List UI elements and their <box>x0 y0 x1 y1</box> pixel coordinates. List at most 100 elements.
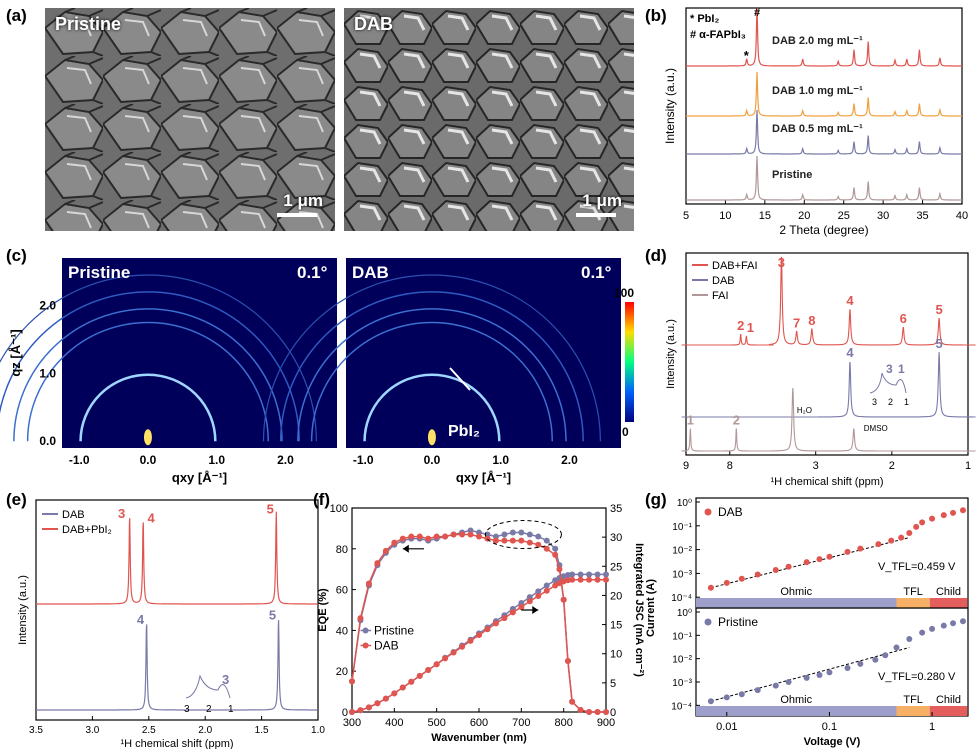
diffraction-ring <box>13 308 283 442</box>
eqe-point <box>543 537 550 544</box>
region-label: Child <box>936 586 961 598</box>
h2o-annotation: H₂O <box>797 406 812 415</box>
jsc-point <box>594 576 601 583</box>
legend-marker <box>704 618 712 626</box>
jsc-point <box>603 571 609 578</box>
eqe-point <box>577 706 584 713</box>
region-label: TFL <box>903 694 923 706</box>
jsc-point <box>501 615 508 622</box>
peak-label: 8 <box>808 313 815 328</box>
jsc-arrowhead <box>532 606 539 614</box>
map-background <box>62 258 337 448</box>
x-axis-label: ¹H chemical shift (ppm) <box>120 738 233 749</box>
legend-label: DAB <box>62 509 85 521</box>
series-label: DAB 1.0 mg mL⁻¹ <box>772 85 863 97</box>
y-tick-label: 0.0 <box>39 434 56 448</box>
peak-label: 5 <box>269 608 276 623</box>
eqe-point <box>560 596 567 603</box>
eqe-point <box>518 529 525 536</box>
scale-label-pristine: 1 μm <box>283 191 323 210</box>
eqe-point <box>586 709 593 715</box>
jsc-point <box>357 707 364 714</box>
y-axis-label: Current (A) <box>645 579 657 637</box>
x-tick-label: 600 <box>470 717 488 729</box>
region-band <box>696 706 897 716</box>
diffraction-ring <box>297 308 567 442</box>
eqe-point <box>374 560 381 567</box>
x-tick-label: 9 <box>683 460 689 472</box>
x-tick-label: 2.0 <box>561 453 578 467</box>
giwaxs-map-pristine: Pristine 0.1° -1.0 0.0 1.0 2.0 qxy [Å⁻¹] 0.0 1.0… <box>0 258 337 485</box>
y-axis-label: Intensity (a.u.) <box>665 319 677 389</box>
peak-label: 5 <box>267 502 274 517</box>
jsc-point <box>382 695 389 702</box>
legend-label: FAI <box>712 290 729 302</box>
iv-point <box>707 698 714 705</box>
y-tick-label: 10⁰ <box>677 608 692 619</box>
iv-point <box>772 682 779 689</box>
eqe-point <box>509 537 516 544</box>
peak-label: 2 <box>733 413 740 428</box>
iv-point <box>888 537 895 544</box>
nmr-line <box>681 387 976 452</box>
x-tick-label: 25 <box>838 210 850 222</box>
legend-label: Pristine <box>374 623 414 637</box>
jsc-point <box>569 576 576 583</box>
x-tick-label: 1.5 <box>255 725 269 736</box>
iv-chart: Ohmic TFL Child 10⁰ 10⁻¹ 10⁻² 10⁻³ 10⁻⁴ DAB V_TFL… <box>645 497 969 748</box>
eqe-point <box>564 658 571 664</box>
eqe-point <box>391 539 398 546</box>
eqe-point <box>365 580 372 587</box>
sem-texture-pristine <box>45 8 335 231</box>
iv-point <box>816 671 823 678</box>
eqe-point <box>535 533 542 540</box>
diffraction-ring <box>310 322 553 442</box>
y2-tick-label: 5 <box>610 678 616 690</box>
x-tick-label: 8 <box>727 460 733 472</box>
panel-f-label: (f) <box>313 490 330 509</box>
x-axis-label: Wavenumber (nm) <box>431 732 527 744</box>
inset-tick-label: 3 <box>872 397 877 407</box>
peak-label: 4 <box>148 510 156 525</box>
x-tick-label: 5 <box>683 210 689 222</box>
panel-a-label: (a) <box>6 6 27 25</box>
x-axis-label: ¹H chemical shift (ppm) <box>770 476 883 488</box>
panel-e-label: (e) <box>6 490 27 509</box>
eqe-point <box>492 537 499 544</box>
y-tick-label: 10⁻¹ <box>672 522 692 533</box>
eqe-point <box>442 533 449 540</box>
iv-point <box>754 571 761 578</box>
x-axis-label: 2 Theta (degree) <box>779 223 868 237</box>
nmr-line <box>36 511 318 605</box>
iv-point <box>882 652 889 659</box>
legend-pbi2: * PbI₂ <box>690 13 719 25</box>
jsc-point <box>577 571 584 578</box>
peak-label: 4 <box>846 345 854 360</box>
eqe-point <box>552 545 559 552</box>
sem-title-pristine: Pristine <box>55 14 122 34</box>
eqe-point <box>399 535 406 542</box>
inset-spectrum <box>869 372 907 394</box>
x-tick-label: 900 <box>597 717 615 729</box>
iv-point <box>919 519 926 526</box>
eqe-line <box>351 529 606 713</box>
jsc-point <box>425 667 432 674</box>
iv-point <box>875 541 882 548</box>
x-axis-label: qxy [Å⁻¹] <box>172 470 227 485</box>
y2-tick-label: 30 <box>610 532 622 544</box>
y2-tick-label: 0 <box>610 707 616 719</box>
y-tick-label: 40 <box>336 625 348 637</box>
map-title: DAB <box>352 263 389 282</box>
iv-point <box>959 618 966 625</box>
region-label: Ohmic <box>780 586 812 598</box>
nmr-chart-d: 9 8 3 2 1¹H chemical shift (ppm)Intensity (a… <box>665 252 976 488</box>
iv-point <box>754 687 761 694</box>
x-tick-label: -1.0 <box>353 453 374 467</box>
x-tick-label: 1.0 <box>492 453 509 467</box>
iv-point <box>940 512 947 519</box>
y-axis-label: EQE (%) <box>317 588 329 632</box>
x-tick-label: 2.0 <box>277 453 294 467</box>
iv-point <box>826 669 833 676</box>
nmr-chart-e: 3.5 3.0 2.5 2.0 1.5 1.0 ¹H chemical shift (ppm… <box>17 499 325 749</box>
y-tick-label: 60 <box>336 585 348 597</box>
